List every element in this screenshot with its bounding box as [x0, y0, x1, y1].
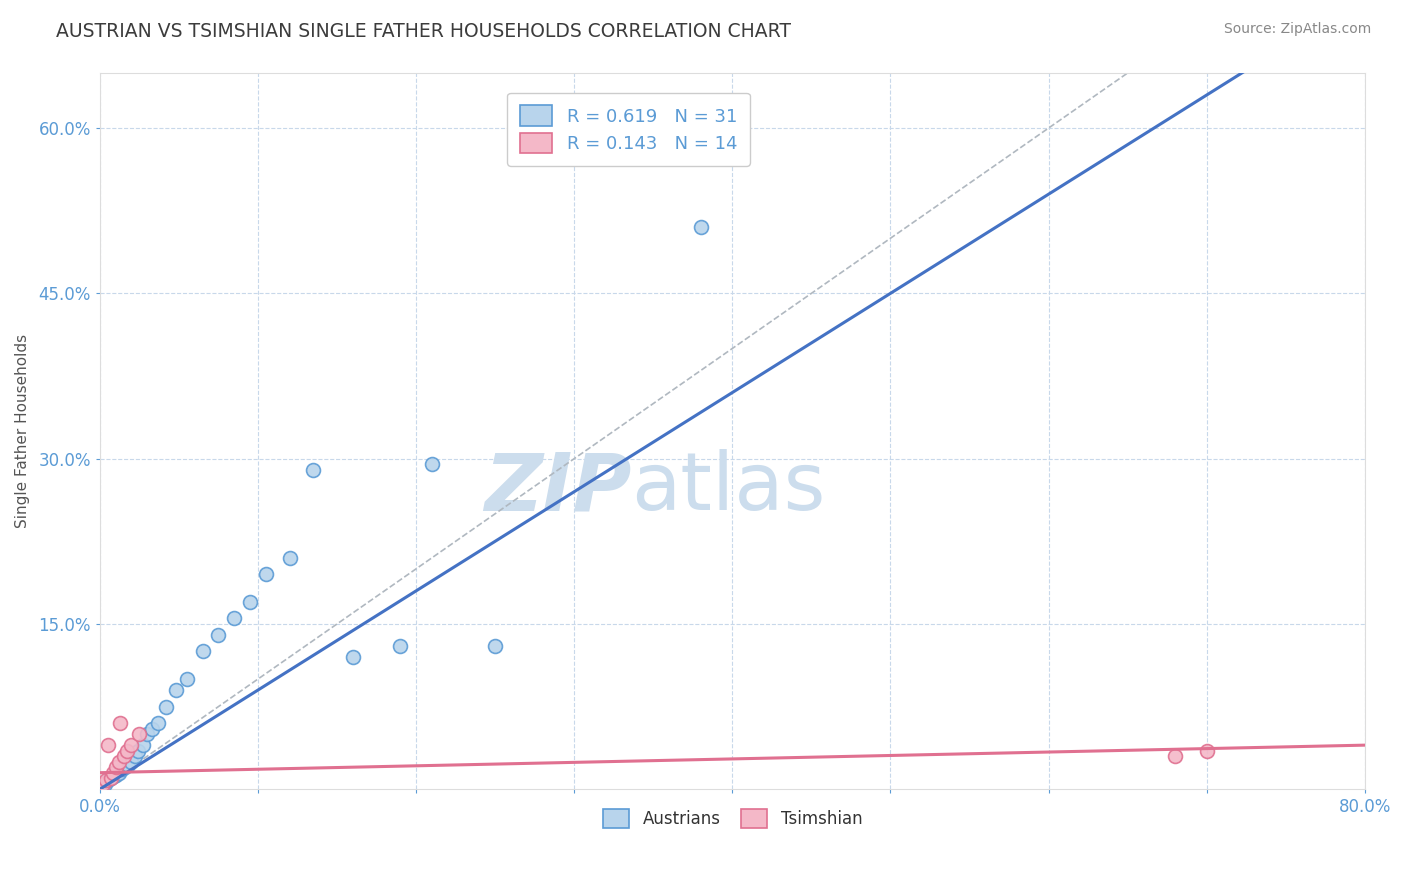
Point — [111, 763, 134, 777]
Point — [302, 463, 325, 477]
Point — [108, 765, 131, 780]
Point — [689, 220, 711, 235]
Point — [1195, 744, 1218, 758]
Point — [155, 699, 177, 714]
Point — [93, 777, 115, 791]
Point — [104, 760, 127, 774]
Point — [103, 769, 125, 783]
Text: atlas: atlas — [631, 450, 825, 527]
Point — [176, 672, 198, 686]
Point — [121, 738, 143, 752]
Point — [207, 628, 229, 642]
Point — [191, 644, 214, 658]
Point — [97, 773, 120, 788]
Point — [117, 758, 139, 772]
Point — [128, 727, 150, 741]
Text: Source: ZipAtlas.com: Source: ZipAtlas.com — [1223, 22, 1371, 37]
Point — [131, 738, 153, 752]
Point — [100, 771, 122, 785]
Point — [115, 744, 138, 758]
Point — [136, 727, 159, 741]
Point — [148, 716, 170, 731]
Point — [110, 716, 132, 731]
Point — [484, 639, 506, 653]
Point — [101, 765, 124, 780]
Point — [127, 744, 149, 758]
Point — [278, 550, 301, 565]
Text: AUSTRIAN VS TSIMSHIAN SINGLE FATHER HOUSEHOLDS CORRELATION CHART: AUSTRIAN VS TSIMSHIAN SINGLE FATHER HOUS… — [56, 22, 792, 41]
Point — [121, 755, 143, 769]
Point — [112, 749, 135, 764]
Point — [254, 567, 277, 582]
Point — [91, 777, 114, 791]
Point — [96, 773, 118, 788]
Point — [108, 755, 131, 769]
Point — [141, 722, 163, 736]
Point — [104, 768, 127, 782]
Point — [124, 749, 146, 764]
Text: ZIP: ZIP — [484, 450, 631, 527]
Point — [239, 595, 262, 609]
Point — [165, 683, 187, 698]
Point — [100, 771, 122, 785]
Point — [114, 760, 136, 774]
Y-axis label: Single Father Households: Single Father Households — [15, 334, 30, 528]
Point — [224, 611, 246, 625]
Point — [1164, 749, 1187, 764]
Point — [342, 650, 364, 665]
Point — [420, 457, 443, 471]
Legend: Austrians, Tsimshian: Austrians, Tsimshian — [596, 802, 869, 835]
Point — [389, 639, 412, 653]
Point — [97, 738, 120, 752]
